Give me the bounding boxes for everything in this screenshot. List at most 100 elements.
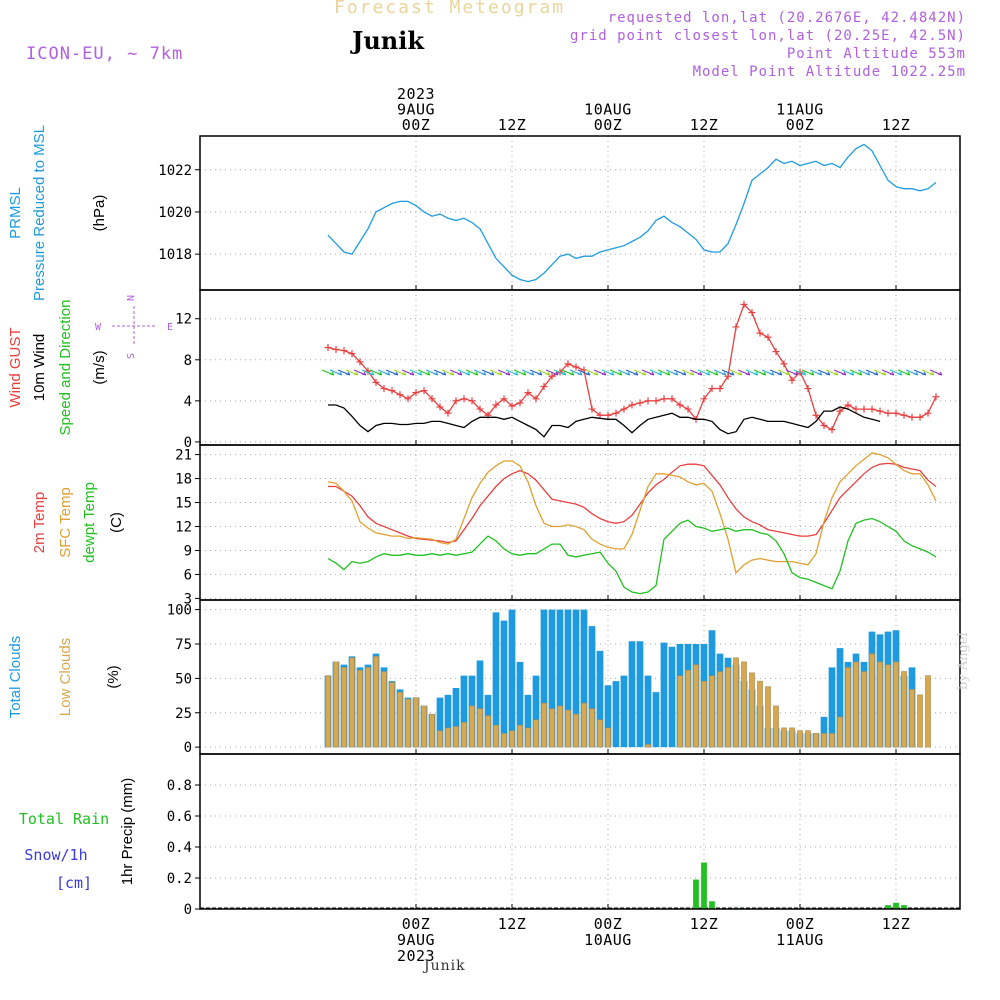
low-cloud-bar [733,657,739,748]
wind-direction-arrow [929,369,943,376]
footer-location: Junik [424,958,466,974]
ylabel-wind-1: 10m Wind [31,334,48,402]
panel-pressure [195,135,961,291]
compass-cross [112,306,156,346]
total-cloud-bar [580,609,588,748]
top-time-label: 12Z [690,116,719,134]
grid-point-lonlat: grid point closest lon,lat (20.25E, 42.5… [569,28,966,44]
wind-direction-arrow [449,369,463,376]
low-cloud-bar [589,708,595,748]
total-cloud-bar [636,641,644,748]
wind-direction-arrow [897,369,911,376]
low-cloud-bar [533,719,539,748]
low-cloud-bar [501,733,507,748]
ytick-label: 21 [175,448,192,464]
wind-direction-arrow [913,369,927,376]
total-cloud-bar [508,609,516,748]
gust-point [684,405,692,413]
panel-wind [112,289,961,446]
gust-point [740,300,748,308]
wind-direction-arrow [617,369,631,376]
gust-point [780,360,788,368]
top-time-label: 12Z [882,116,911,134]
total-cloud-bar [516,661,524,748]
wind-direction-arrow [761,369,775,376]
low-cloud-bar [341,667,347,748]
low-cloud-bar [597,719,603,748]
model-altitude: Model Point Altitude 1022.25m [692,64,966,80]
ytick-label: 3 [184,591,192,607]
wind-direction-arrow [625,369,639,376]
gust-point [404,395,412,403]
gust-point [636,399,644,407]
low-cloud-bar [925,675,931,748]
total-cloud-bar [444,694,452,748]
ytick-label: 0.8 [167,778,192,794]
wind-direction-arrow [361,369,375,376]
rain-bar [701,862,707,909]
low-cloud-bar [381,671,387,748]
low-cloud-bar [477,708,483,748]
gust-point [828,426,836,434]
panel-precip [195,753,961,910]
ylabel-pressure-0: PRMSL [7,187,24,239]
total-cloud-bar [644,675,652,748]
wind-direction-arrow [713,369,727,376]
wind-direction-arrow [793,369,807,376]
ytick-label: 18 [175,472,192,488]
low-cloud-bar [493,724,499,748]
wind-direction-arrow [553,369,567,376]
ytick-label: 50 [175,671,192,687]
wind-direction-arrow [521,369,535,376]
low-cloud-bar [517,724,523,748]
total-cloud-bar [564,609,572,748]
gust-point [604,411,612,419]
wind-direction-arrow [393,369,407,376]
total-cloud-bar [524,694,532,748]
gust-point [700,395,708,403]
gust-point [492,401,500,409]
low-cloud-bar [821,733,827,748]
ylabel-clouds-1: Low Clouds [57,638,74,716]
gust-point [452,397,460,405]
bottom-time-label: 11AUG [776,931,824,949]
low-cloud-bar [421,705,427,748]
low-cloud-bar [333,661,339,748]
ytick-label: 75 [175,637,192,653]
wind-direction-arrow [681,369,695,376]
wind-direction-arrow [649,369,663,376]
low-cloud-bar [541,702,547,748]
gust-point [420,387,428,395]
total-cloud-bar [492,612,500,748]
ytick-label: 1020 [158,205,192,221]
low-cloud-bar [829,733,835,748]
gust-point [772,348,780,356]
rain-bar [893,902,899,909]
series-line-pressure [327,143,937,283]
low-cloud-bar [557,705,563,748]
gust-point [372,378,380,386]
wind-direction-arrow [353,369,367,376]
gust-point [924,409,932,417]
compass-w: W [95,322,102,333]
wind-direction-arrow [721,369,735,376]
gust-point [572,363,580,371]
requested-lonlat: requested lon,lat (20.2676E, 42.4842N) [607,10,966,26]
gust-point [892,409,900,417]
gust-point [860,405,868,413]
low-cloud-bar [525,727,531,748]
total-cloud-bar [620,675,628,748]
model-label: ICON-EU, ~ 7km [26,44,184,64]
top-time-label: 12Z [498,116,527,134]
panel-frame [199,289,961,446]
total-cloud-bar [572,609,580,748]
bottom-time-label: 00Z [786,915,815,933]
total-cloud-bar [612,681,620,748]
ytick-label: 0 [184,435,192,451]
precip-legend-cm: [cm] [56,874,92,892]
wind-direction-arrow [441,369,455,376]
gust-point [668,395,676,403]
low-cloud-bar [861,671,867,748]
wind-direction-arrow [417,369,431,376]
ylabel-temperature-3: (C) [108,512,125,533]
